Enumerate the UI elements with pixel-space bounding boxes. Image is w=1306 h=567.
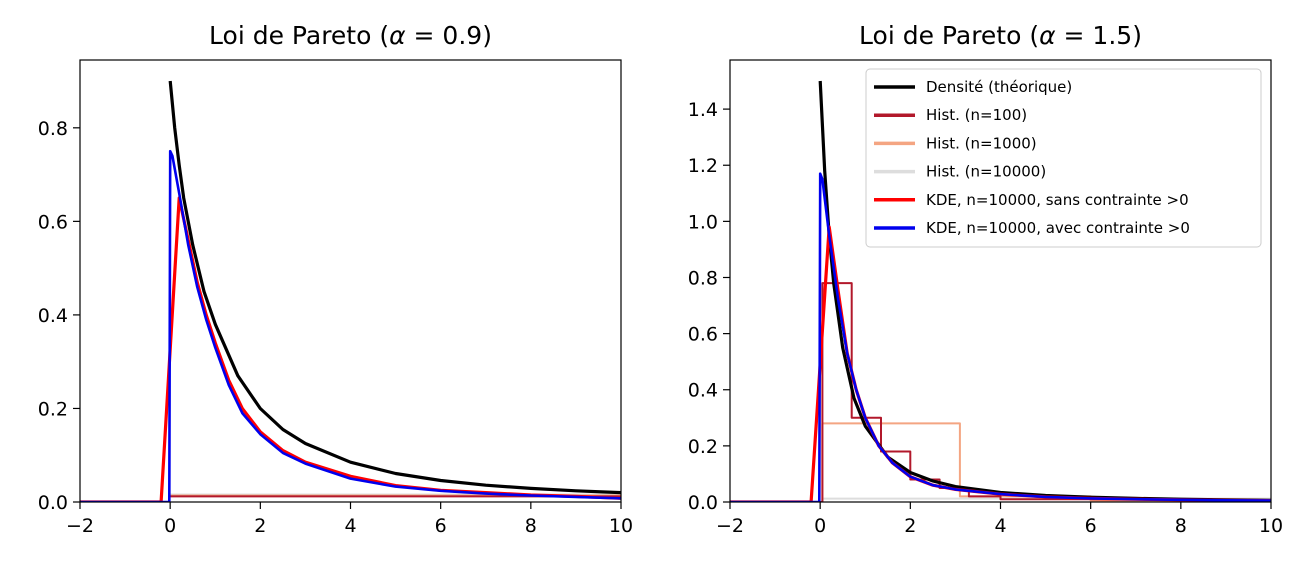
y-tick-label: 0.2 xyxy=(38,398,68,420)
legend-label-kde-pos: KDE, n=10000, avec contrainte >0 xyxy=(926,219,1190,237)
y-tick-label: 0.4 xyxy=(688,380,718,402)
x-tick-label: 0 xyxy=(814,515,826,537)
x-tick-label: 4 xyxy=(344,515,356,537)
y-tick-label: 0.8 xyxy=(688,267,718,289)
y-tick-label: 1.2 xyxy=(688,155,718,177)
y-tick-label: 0.2 xyxy=(688,436,718,458)
x-tick-label: 0 xyxy=(164,515,176,537)
series-kde-free xyxy=(80,196,621,502)
legend-label-density: Densité (théorique) xyxy=(926,78,1072,96)
x-tick-label: 10 xyxy=(609,515,633,537)
chart-title: Loi de Pareto (α = 1.5) xyxy=(859,21,1142,50)
x-tick-label: −2 xyxy=(66,515,94,537)
x-tick-label: 2 xyxy=(904,515,916,537)
chart-title: Loi de Pareto (α = 0.9) xyxy=(209,21,492,50)
series-kde-free xyxy=(730,225,1271,502)
chart-panel-alpha-0-9: Loi de Pareto (α = 0.9) −2 0 2 4 6 8 10 0.0 0.2… xyxy=(38,21,633,537)
series-kde-pos xyxy=(80,149,621,502)
y-tick-label: 1.4 xyxy=(688,99,718,121)
y-axis: 0.0 0.2 0.4 0.6 0.8 xyxy=(38,118,80,514)
series-layer xyxy=(80,80,621,502)
y-tick-label: 0.6 xyxy=(688,324,718,346)
legend-label-hist-n100: Hist. (n=100) xyxy=(926,106,1027,124)
y-tick-label: 1.0 xyxy=(688,211,718,233)
legend: Densité (théorique) Hist. (n=100) Hist. (n… xyxy=(865,68,1262,248)
legend-box xyxy=(865,68,1262,248)
x-tick-label: −2 xyxy=(716,515,744,537)
x-axis: −2 0 2 4 6 8 10 xyxy=(716,502,1283,537)
legend-label-hist-n1000: Hist. (n=1000) xyxy=(926,134,1037,152)
series-hist-n1000 xyxy=(820,422,1271,502)
y-tick-label: 0.6 xyxy=(38,211,68,233)
x-tick-label: 2 xyxy=(254,515,266,537)
y-tick-label: 0.0 xyxy=(38,492,68,514)
x-tick-label: 4 xyxy=(994,515,1006,537)
x-tick-label: 8 xyxy=(1175,515,1187,537)
y-tick-label: 0.8 xyxy=(38,118,68,140)
legend-label-kde-free: KDE, n=10000, sans contrainte >0 xyxy=(926,191,1189,209)
x-tick-label: 6 xyxy=(1085,515,1097,537)
legend-items: Densité (théorique) Hist. (n=100) Hist. (n… xyxy=(874,78,1190,237)
x-tick-label: 8 xyxy=(525,515,537,537)
legend-label-hist-n10000: Hist. (n=10000) xyxy=(926,163,1046,181)
y-tick-label: 0.4 xyxy=(38,305,68,327)
series-hist-n100 xyxy=(820,282,1213,502)
series-kde-pos xyxy=(730,172,1271,502)
plot-frame xyxy=(79,59,622,503)
y-tick-label: 0.0 xyxy=(688,492,718,514)
x-tick-label: 10 xyxy=(1259,515,1283,537)
y-axis: 0.0 0.2 0.4 0.6 0.8 1.0 1.2 1.4 xyxy=(688,99,730,514)
series-layer xyxy=(730,80,1271,502)
series-density xyxy=(168,80,621,495)
chart-panel-alpha-1-5: Loi de Pareto (α = 1.5) −2 0 2 4 6 8 10 0.0 0.2… xyxy=(688,21,1283,537)
x-tick-label: 6 xyxy=(435,515,447,537)
x-axis: −2 0 2 4 6 8 10 xyxy=(66,502,633,537)
